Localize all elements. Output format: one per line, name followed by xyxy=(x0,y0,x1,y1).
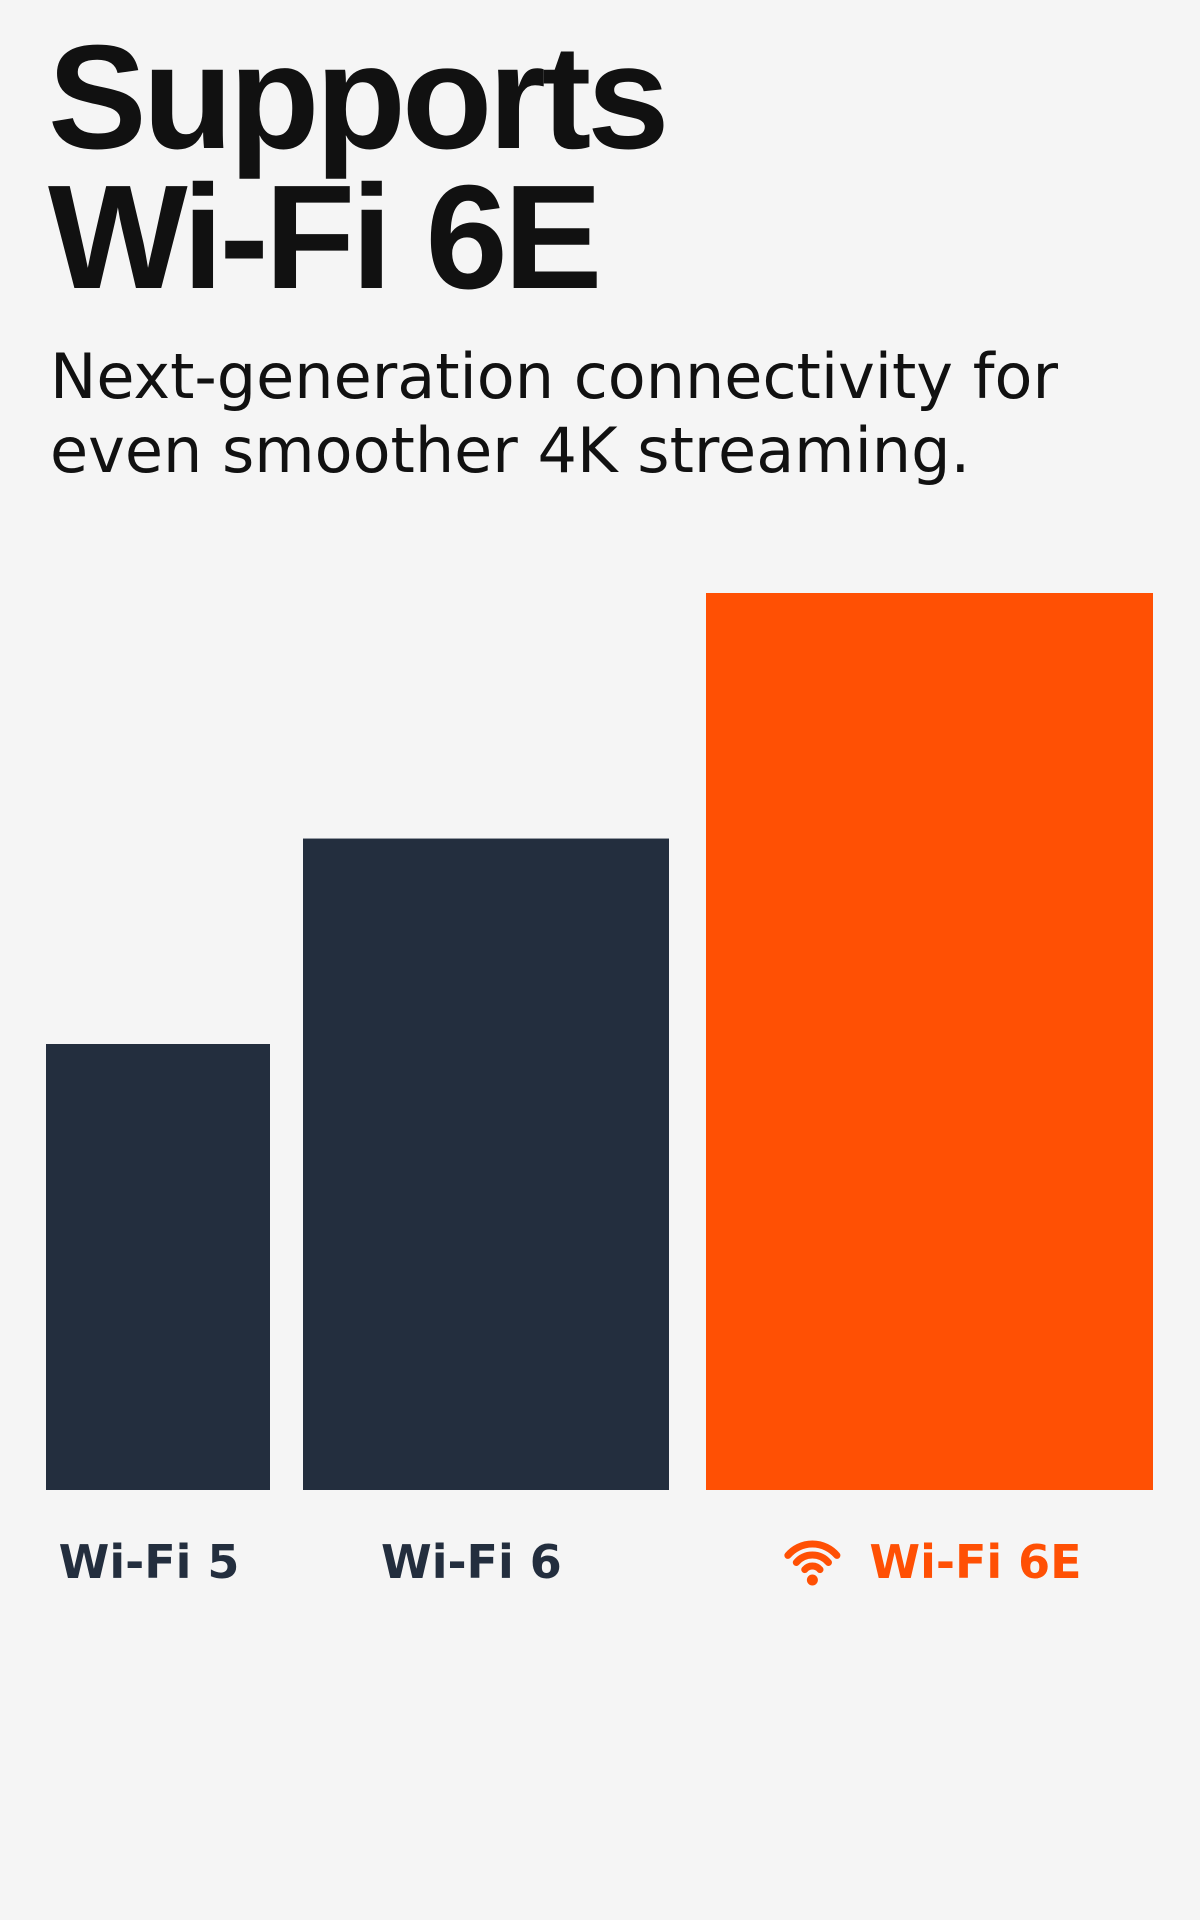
headline-line-1: Supports xyxy=(48,15,670,180)
bar-label-wi-fi-5: Wi-Fi 5 xyxy=(59,1535,240,1589)
subtitle-line-1: Next-generation connectivity for xyxy=(50,340,1058,413)
bar-label-group-wi-fi-6e: Wi-Fi 6E xyxy=(784,1535,1082,1589)
subtitle-line-2: even smoother 4K streaming. xyxy=(50,414,971,487)
bar-wi-fi-6 xyxy=(303,838,669,1490)
headline-line-2: Wi-Fi 6E xyxy=(48,155,602,320)
bar-wi-fi-6e xyxy=(706,593,1153,1490)
wifi-icon xyxy=(784,1540,841,1586)
bar-label-group-wi-fi-6: Wi-Fi 6 xyxy=(381,1535,562,1589)
bar-label-wi-fi-6: Wi-Fi 6 xyxy=(381,1535,562,1589)
bar-label-wi-fi-6e: Wi-Fi 6E xyxy=(869,1535,1081,1589)
bar-wi-fi-5 xyxy=(46,1044,270,1490)
headline: Supports Wi-Fi 6E xyxy=(48,15,670,320)
bar-label-group-wi-fi-5: Wi-Fi 5 xyxy=(59,1535,240,1589)
subtitle: Next-generation connectivity for even sm… xyxy=(50,340,1170,488)
